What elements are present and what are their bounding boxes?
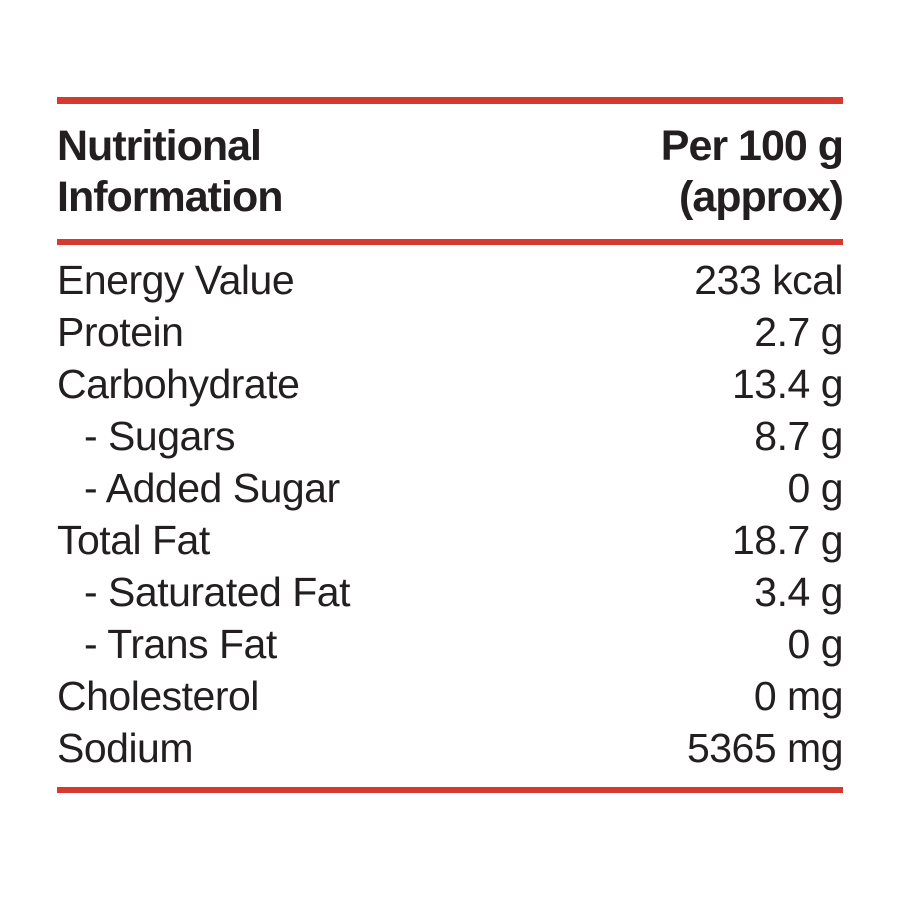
table-header: Nutritional Information Per 100 g (appro… [57, 104, 844, 239]
table-row-carbohydrate: Carbohydrate 13.4 g [57, 358, 844, 410]
row-value: 2.7 g [754, 309, 843, 355]
header-title-line2: Information [57, 173, 283, 221]
row-label: Protein [57, 309, 184, 355]
row-value: 13.4 g [732, 361, 844, 407]
row-value: 0 g [787, 465, 844, 511]
table-row-trans-fat: - Trans Fat 0 g [57, 618, 843, 670]
row-value: 233 kcal [694, 257, 843, 303]
row-label: - Trans Fat [84, 621, 277, 667]
table-row-saturated-fat: - Saturated Fat 3.4 g [57, 566, 843, 618]
table-row-added-sugar: - Added Sugar 0 g [57, 462, 843, 514]
row-value: 8.7 g [754, 413, 843, 459]
nutrition-table: Nutritional Information Per 100 g (appro… [57, 97, 844, 793]
header-per-column: Per 100 g (approx) [660, 121, 844, 223]
row-value: 5365 mg [686, 725, 844, 771]
table-row-energy: Energy Value 233 kcal [57, 254, 843, 306]
nutrient-rows: Energy Value 233 kcal Protein 2.7 g Carb… [57, 245, 844, 787]
table-row-sodium: Sodium 5365 mg [57, 722, 844, 774]
header-per-line1: Per 100 g [660, 122, 844, 170]
top-rule [57, 97, 843, 104]
row-value: 18.7 g [732, 517, 844, 563]
bottom-rule [57, 787, 843, 793]
row-label: Energy Value [57, 257, 295, 303]
header-title: Nutritional Information [57, 121, 283, 223]
row-label: - Saturated Fat [84, 569, 350, 615]
table-row-sugars: - Sugars 8.7 g [57, 410, 843, 462]
row-value: 0 g [787, 621, 844, 667]
header-per-line2: (approx) [679, 173, 844, 221]
row-value: 3.4 g [754, 569, 843, 615]
row-label: Total Fat [57, 517, 210, 563]
header-title-line1: Nutritional [57, 122, 262, 170]
row-label: - Sugars [84, 413, 235, 459]
row-label: Cholesterol [57, 673, 259, 719]
table-row-cholesterol: Cholesterol 0 mg [57, 670, 844, 722]
row-label: Carbohydrate [57, 361, 300, 407]
row-label: - Added Sugar [84, 465, 340, 511]
row-value: 0 mg [753, 673, 844, 719]
table-row-protein: Protein 2.7 g [57, 306, 843, 358]
header-divider-rule [57, 239, 843, 245]
table-row-total-fat: Total Fat 18.7 g [57, 514, 844, 566]
row-label: Sodium [57, 725, 194, 771]
